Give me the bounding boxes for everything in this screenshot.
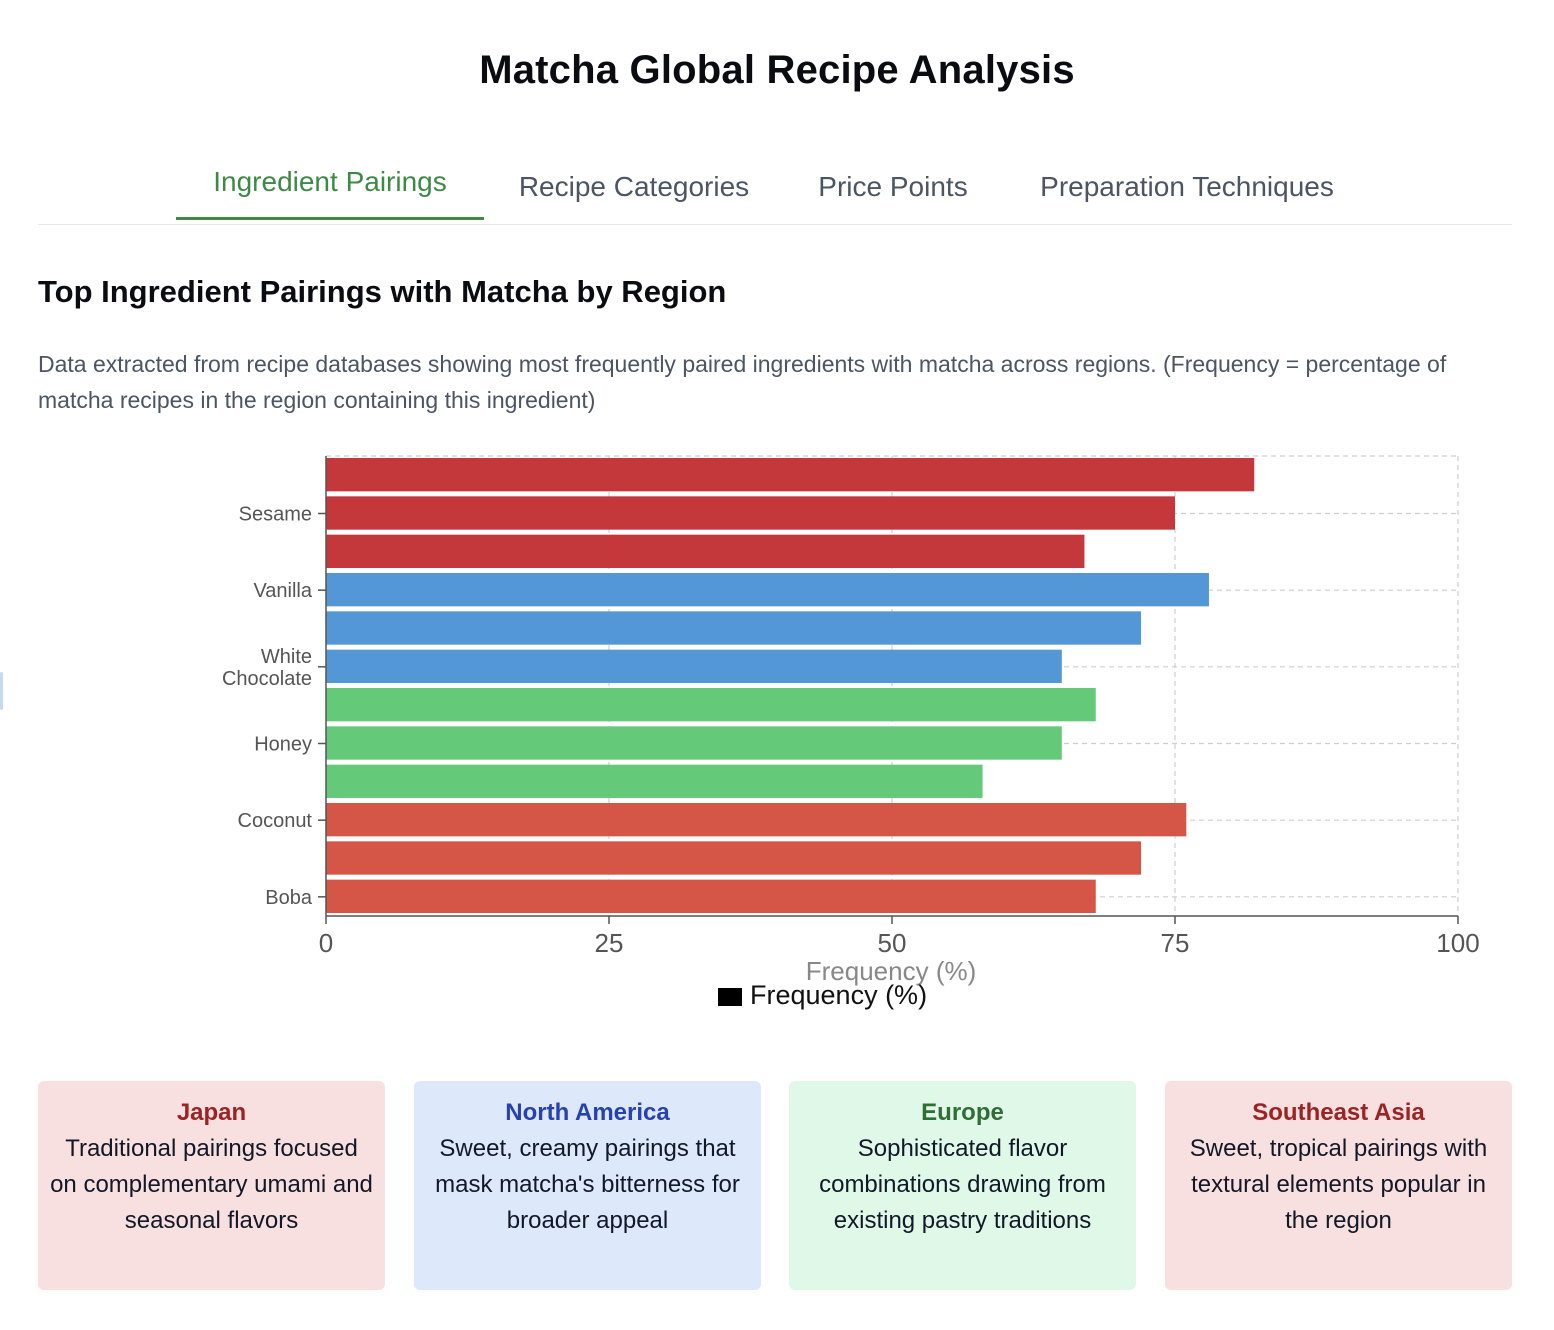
legend-label: Frequency (%): [750, 980, 927, 1010]
tab-price-points[interactable]: Price Points: [818, 170, 968, 202]
region-card-japan: Japan Traditional pairings focused on co…: [38, 1081, 385, 1290]
region-card-text: Traditional pairings focused on compleme…: [50, 1135, 373, 1234]
region-card-europe: Europe Sophisticated flavor combinations…: [789, 1081, 1136, 1290]
region-card-title: Southeast Asia: [1252, 1099, 1425, 1126]
bar: [326, 649, 1062, 683]
x-tick-label: 75: [1161, 928, 1190, 958]
region-card-north-america: North America Sweet, creamy pairings tha…: [414, 1081, 761, 1290]
bar: [326, 458, 1255, 492]
bar: [326, 841, 1142, 875]
bar: [326, 764, 983, 798]
section-title: Top Ingredient Pairings with Matcha by R…: [38, 274, 727, 309]
y-tick-label: Coconut: [238, 810, 313, 832]
y-tick-label: Boba: [265, 887, 313, 909]
tab-ingredient-pairings[interactable]: Ingredient Pairings: [176, 150, 484, 220]
y-tick-label: Chocolate: [222, 668, 312, 690]
tab-bar: Ingredient Pairings Recipe Categories Pr…: [38, 150, 1512, 225]
x-tick-label: 0: [319, 928, 333, 958]
region-card-title: Europe: [921, 1099, 1004, 1126]
y-tick-label: Sesame: [239, 504, 312, 526]
bar: [326, 534, 1085, 568]
tab-recipe-categories[interactable]: Recipe Categories: [518, 170, 750, 202]
legend-swatch: [718, 988, 742, 1006]
region-card-text: Sophisticated flavor combinations drawin…: [819, 1135, 1106, 1234]
page-title: Matcha Global Recipe Analysis: [479, 48, 1075, 92]
region-card-text: Sweet, creamy pairings that mask matcha'…: [435, 1135, 740, 1234]
region-card-title: Japan: [176, 1099, 247, 1126]
tab-preparation-techniques[interactable]: Preparation Techniques: [1040, 170, 1334, 202]
bar: [326, 879, 1096, 913]
x-tick-label: 25: [595, 928, 624, 958]
bar: [326, 496, 1175, 530]
bar: [326, 573, 1209, 607]
region-card-southeast-asia: Southeast Asia Sweet, tropical pairings …: [1165, 1081, 1512, 1290]
y-tick-label: Honey: [254, 734, 312, 756]
bar: [326, 611, 1142, 645]
region-card-title: North America: [505, 1099, 670, 1126]
bar: [326, 726, 1062, 760]
section-description: Data extracted from recipe databases sho…: [38, 351, 1447, 413]
edge-marker: [0, 672, 3, 710]
y-tick-label: Vanilla: [253, 580, 312, 602]
bar: [326, 688, 1096, 722]
x-tick-label: 100: [1436, 928, 1479, 958]
region-cards: Japan Traditional pairings focused on co…: [38, 1081, 1512, 1290]
y-tick-label: White: [261, 646, 312, 668]
bar: [326, 803, 1187, 837]
x-axis-title: Frequency (%): [806, 956, 977, 986]
x-tick-label: 50: [878, 928, 907, 958]
region-card-text: Sweet, tropical pairings with textural e…: [1189, 1135, 1488, 1234]
